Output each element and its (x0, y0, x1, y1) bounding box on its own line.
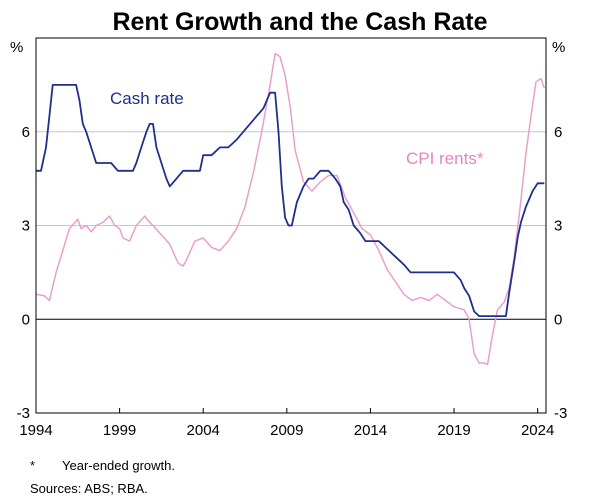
y-tick-label-left: -3 (17, 405, 30, 422)
series-label-cash-rate: Cash rate (110, 89, 184, 108)
y-axis-right: -3 0 3 6 (554, 124, 567, 422)
series-line-cash-rate (36, 84, 545, 318)
x-tick-label: 1994 (19, 422, 52, 439)
x-tick-label: 2004 (187, 422, 220, 439)
y-tick-label-right: 3 (554, 218, 562, 235)
y-unit-right: % (552, 39, 565, 56)
series-label-cpi-rents: CPI rents* (406, 149, 484, 168)
x-tick-label: 2014 (354, 422, 387, 439)
chart-title: Rent Growth and the Cash Rate (112, 8, 487, 36)
gridlines (36, 131, 546, 226)
x-tick-label: 2019 (437, 422, 470, 439)
plot-frame (35, 37, 547, 414)
y-tick-label-right: -3 (554, 405, 567, 422)
y-unit-left: % (10, 39, 23, 56)
y-tick-label-right: 0 (554, 311, 562, 328)
y-tick-label-left: 6 (22, 124, 30, 141)
y-tick-label-left: 0 (22, 311, 30, 328)
x-tick-label: 1999 (103, 422, 136, 439)
x-axis: 1994 1999 2004 2009 2014 2019 2024 (19, 408, 554, 439)
footnote-text: Year-ended growth. (62, 458, 175, 473)
x-tick-label: 2009 (270, 422, 303, 439)
y-tick-label-left: 3 (22, 218, 30, 235)
x-tick-label: 2024 (521, 422, 554, 439)
series-layer (35, 52, 546, 366)
sources-note: Sources: ABS; RBA. (30, 481, 148, 496)
y-tick-label-right: 6 (554, 124, 562, 141)
footnote: * Year-ended growth. (30, 458, 175, 473)
y-axis-left: -3 0 3 6 (17, 124, 30, 422)
footnote-marker: * (30, 458, 36, 473)
series-line-cpi-rents (35, 52, 546, 366)
